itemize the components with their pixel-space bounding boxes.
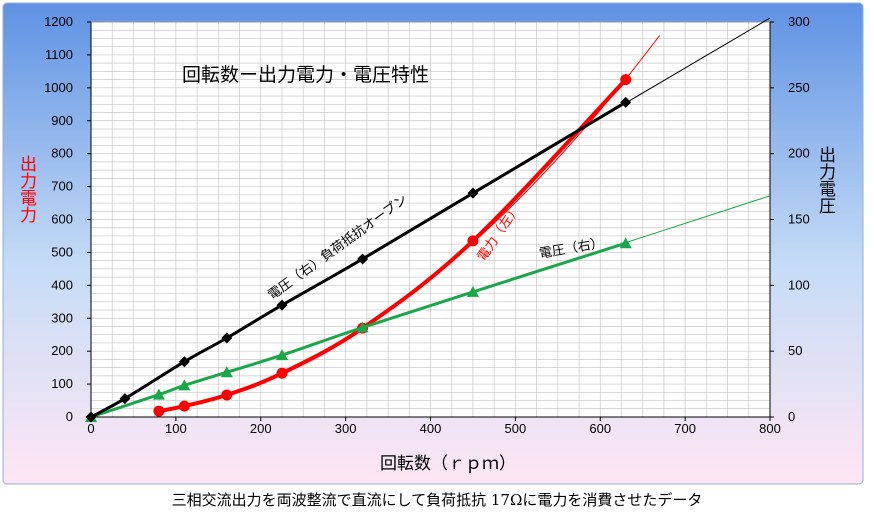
y-left-tick-label: 1100 xyxy=(45,47,73,62)
x-axis-title: 回転数（ｒｐｍ） xyxy=(380,454,516,474)
x-tick-label: 300 xyxy=(335,421,357,436)
series-2-point xyxy=(178,356,190,368)
y-left-tick-label: 400 xyxy=(51,277,73,292)
series-2-point xyxy=(276,299,288,311)
series-1-point xyxy=(356,321,369,333)
y-left-tick-label: 1200 xyxy=(44,14,73,29)
y-left-tick-label: 800 xyxy=(51,146,73,161)
series-2-point xyxy=(357,253,369,265)
y-right-tick-label: 250 xyxy=(788,80,810,95)
y-left-tick-label: 0 xyxy=(66,409,73,424)
y-axis-title-left: 出力電力 xyxy=(16,155,37,223)
x-tick-label: 200 xyxy=(250,421,272,436)
x-tick-label: 500 xyxy=(505,421,527,436)
x-tick-label: 0 xyxy=(87,421,94,436)
y-right-tick-label: 100 xyxy=(788,277,810,292)
series-0-point xyxy=(153,405,165,417)
series-2-point xyxy=(221,332,233,344)
series-0-point xyxy=(221,389,233,401)
y-axis-title-right: 出力電圧 xyxy=(815,146,836,214)
x-tick-label: 800 xyxy=(759,421,781,436)
series-0-point xyxy=(178,400,190,412)
x-tick-label: 400 xyxy=(420,421,442,436)
y-left-tick-label: 1000 xyxy=(44,80,73,95)
y-left-tick-label: 100 xyxy=(51,376,73,391)
y-left-tick-label: 700 xyxy=(51,179,73,194)
series-2-point xyxy=(119,393,131,405)
series-1-point xyxy=(619,237,632,249)
tick-labels: 0 100 200 300 400 500 600 700 800010020030040050… xyxy=(44,14,810,436)
y-left-tick-label: 500 xyxy=(51,244,73,259)
y-right-tick-label: 300 xyxy=(788,14,810,29)
y-left-tick-label: 200 xyxy=(51,343,73,358)
series-2-point xyxy=(467,187,479,199)
series-2-point xyxy=(620,96,632,108)
y-right-tick-label: 50 xyxy=(788,343,802,358)
y-left-tick-label: 900 xyxy=(51,113,73,128)
y-right-tick-label: 200 xyxy=(788,146,810,161)
series-0-point xyxy=(620,74,632,86)
y-left-tick-label: 600 xyxy=(51,212,73,227)
chart-title: 回転数ー出力電力・電圧特性 xyxy=(182,64,429,86)
series-1-point xyxy=(220,366,233,378)
y-left-tick-label: 300 xyxy=(51,310,73,325)
series-layer xyxy=(85,17,771,423)
x-tick-label: 100 xyxy=(165,421,187,436)
series-1-point xyxy=(275,349,288,361)
x-tick-label: 600 xyxy=(589,421,611,436)
x-tick-label: 700 xyxy=(674,421,696,436)
axes xyxy=(87,21,774,421)
y-right-tick-label: 0 xyxy=(788,409,795,424)
y-right-tick-label: 150 xyxy=(788,212,810,227)
series-2-point xyxy=(85,411,97,423)
caption: 三相交流出力を両波整流で直流にして負荷抵抗 17Ωに電力を消費させたデータ xyxy=(171,491,703,509)
series-1-point xyxy=(152,388,165,400)
series-1-point xyxy=(178,379,191,391)
series-0-point xyxy=(467,235,479,247)
series-1-point xyxy=(466,285,479,297)
series-0-point xyxy=(276,367,288,379)
